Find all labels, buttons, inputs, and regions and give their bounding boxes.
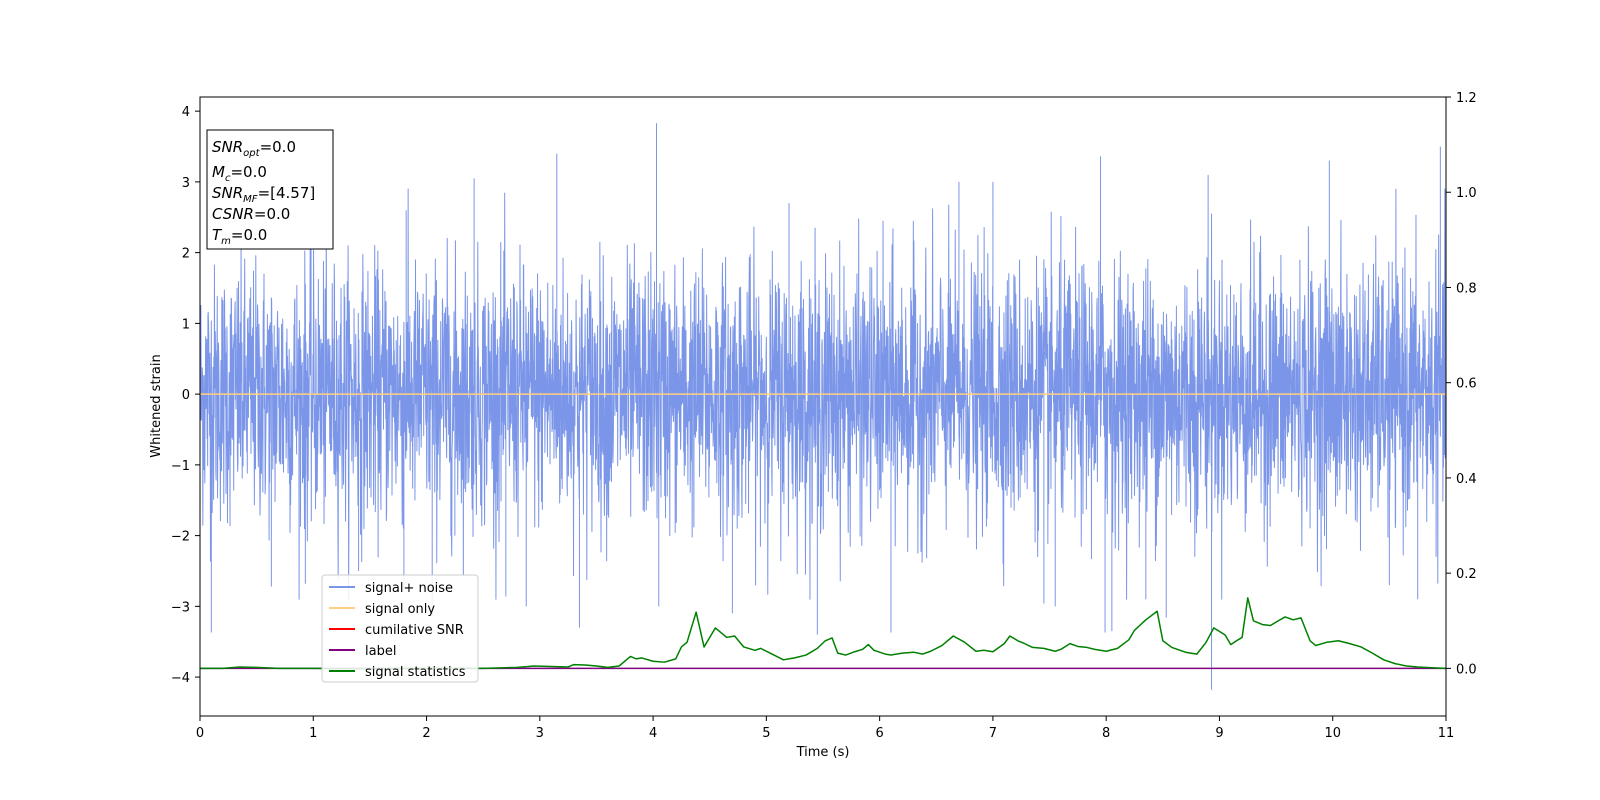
annotation-symbol: SNR [212, 184, 243, 202]
annotation-frame [206, 129, 334, 250]
annotation-symbol: CSNR [212, 205, 254, 223]
legend-label: signal statistics [365, 665, 466, 680]
annotation-box: SNRopt=0.0Mc=0.0SNRMF=[4.57]CSNR=0.0Tm=0… [206, 129, 334, 250]
annotation-line: CSNR=0.0 [212, 205, 290, 223]
annotation-line: Tm=0.0 [212, 226, 267, 247]
annotation-line: SNRopt=0.0 [212, 138, 296, 159]
series-line-signal-noise [200, 123, 1446, 690]
annotation-subscript: opt [243, 148, 260, 159]
y2-tick-label: 0.2 [1456, 567, 1477, 582]
y-tick-label: 2 [182, 247, 190, 262]
legend-label: signal+ noise [365, 581, 453, 596]
annotation-subscript: c [225, 173, 231, 184]
x-tick-label: 2 [422, 726, 430, 741]
y2-tick-label: 0.6 [1456, 377, 1477, 392]
y-tick-label: 3 [182, 176, 190, 191]
annotation-value: =0.0 [260, 138, 296, 156]
y2-tick-label: 1.2 [1456, 91, 1477, 106]
x-axis: 0 1 2 3 4 5 6 7 8 9 10 11 [196, 716, 1454, 741]
x-tick-label: 0 [196, 726, 204, 741]
y-tick-label: −4 [171, 671, 190, 686]
legend-frame [321, 574, 479, 683]
y-tick-label: 1 [182, 317, 190, 332]
x-tick-label: 5 [762, 726, 770, 741]
y2-tick-label: 0.8 [1456, 281, 1477, 296]
y2-tick-label: 0.0 [1456, 662, 1477, 677]
x-tick-label: 11 [1438, 726, 1455, 741]
y-axis-right: 0.0 0.2 0.4 0.6 0.8 1.0 1.2 [1446, 91, 1477, 677]
y-axis-label: Whitened strain [149, 354, 164, 457]
x-tick-label: 4 [649, 726, 657, 741]
plot-frame [199, 96, 1447, 717]
annotation-symbol: SNR [212, 138, 243, 156]
legend-label: label [365, 644, 396, 659]
annotation-subscript: m [221, 236, 231, 247]
x-axis-label: Time (s) [796, 745, 850, 760]
y-tick-label: −1 [171, 459, 190, 474]
x-tick-label: 1 [309, 726, 317, 741]
x-tick-label: 3 [536, 726, 544, 741]
annotation-line: SNRMF=[4.57] [212, 184, 315, 205]
annotation-value: =0.0 [230, 163, 266, 181]
annotation-value: =0.0 [254, 205, 290, 223]
series-line-signal-statistics [200, 597, 1446, 670]
y-tick-label: 0 [182, 388, 190, 403]
x-tick-label: 10 [1324, 726, 1341, 741]
legend-label: signal only [365, 602, 435, 617]
annotation-subscript: MF [243, 194, 258, 205]
x-tick-label: 8 [1102, 726, 1110, 741]
y-tick-label: −3 [171, 600, 190, 615]
annotation-value: =[4.57] [258, 184, 316, 202]
legend: signal+ noise signal only cumilative SNR la… [321, 574, 479, 683]
y-axis-left: −4 −3 −2 −1 0 1 2 3 4 [171, 105, 200, 686]
y2-tick-label: 0.4 [1456, 472, 1477, 487]
x-tick-label: 9 [1215, 726, 1223, 741]
annotation-line: Mc=0.0 [212, 163, 267, 184]
annotation-symbol: M [212, 163, 225, 181]
x-tick-label: 6 [875, 726, 883, 741]
annotation-symbol: T [212, 226, 223, 244]
legend-label: cumilative SNR [365, 623, 464, 638]
annotation-value: =0.0 [231, 226, 267, 244]
y-tick-label: 4 [182, 105, 190, 120]
x-tick-label: 7 [989, 726, 997, 741]
y-tick-label: −2 [171, 530, 190, 545]
y2-tick-label: 1.0 [1456, 186, 1477, 201]
